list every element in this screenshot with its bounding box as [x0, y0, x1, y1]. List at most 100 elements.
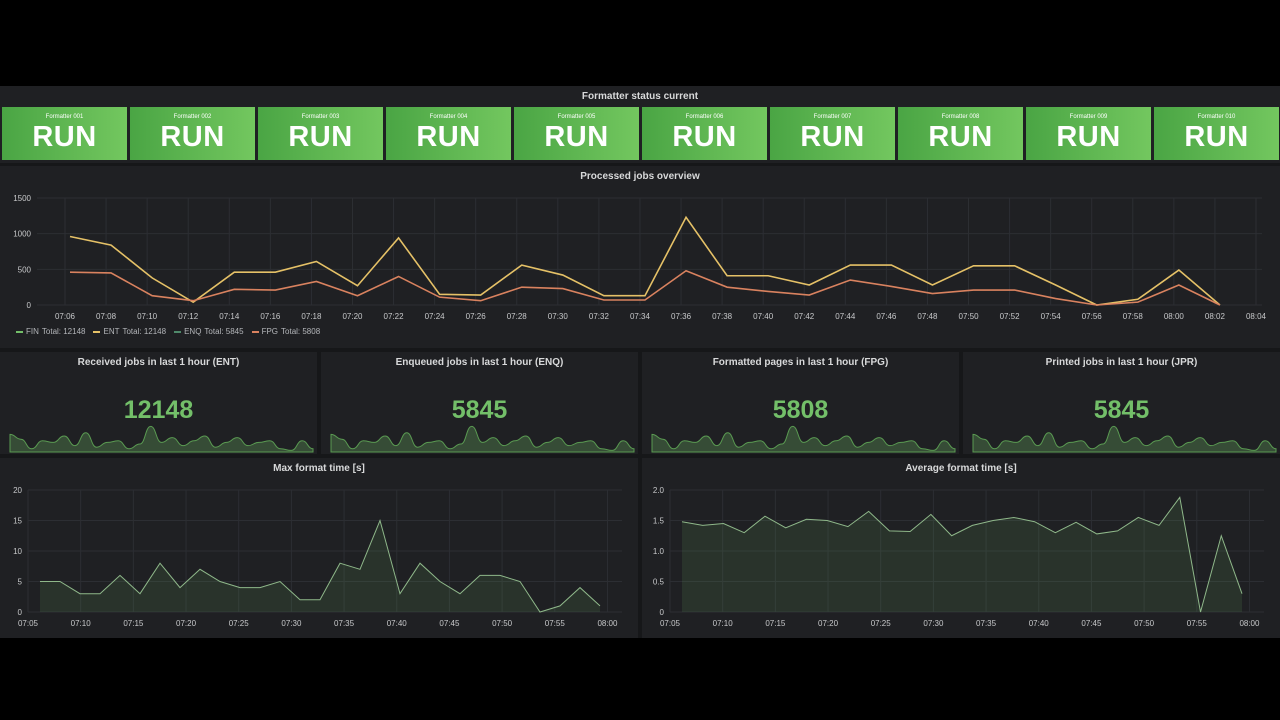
formatter-status-tile[interactable]: Formatter 007 RUN [770, 107, 895, 160]
y-tick-label: 15 [13, 517, 22, 526]
stat-panel: Enqueued jobs in last 1 hour (ENQ) 5845 [321, 352, 638, 454]
x-tick-label: 07:40 [753, 312, 774, 321]
processed-jobs-overview-panel: Processed jobs overview 0 500 1000 1500 07:0… [0, 166, 1280, 348]
formatter-status-tile[interactable]: Formatter 010 RUN [1154, 107, 1279, 160]
x-tick-label: 07:36 [671, 312, 692, 321]
x-tick-label: 07:55 [545, 619, 566, 628]
legend-total: Total: 5808 [281, 327, 321, 336]
formatter-status-tile[interactable]: Formatter 002 RUN [130, 107, 255, 160]
dashboard: Formatter status current Formatter 001 RU… [0, 86, 1280, 638]
legend-item-ent[interactable]: ENT Total: 12148 [93, 327, 166, 336]
x-tick-label: 07:26 [466, 312, 487, 321]
sparkline [972, 425, 1277, 453]
y-tick-label: 1.5 [653, 517, 665, 526]
formatter-status-tile[interactable]: Formatter 008 RUN [898, 107, 1023, 160]
formatter-name: Formatter 007 [813, 114, 852, 120]
sparkline [651, 425, 956, 453]
panel-title[interactable]: Max format time [s] [273, 463, 365, 474]
y-tick-label: 0 [660, 608, 665, 617]
formatter-status-tile[interactable]: Formatter 003 RUN [258, 107, 383, 160]
x-tick-label: 07:30 [923, 619, 944, 628]
stat-value: 12148 [123, 396, 194, 424]
formatter-status-value: RUN [1056, 121, 1121, 153]
panel-title[interactable]: Formatter status current [581, 91, 699, 102]
panel-title[interactable]: Printed jobs in last 1 hour (JPR) [1045, 357, 1198, 368]
y-tick-label: 1000 [13, 230, 31, 239]
y-tick-label: 1.0 [653, 547, 665, 556]
sparkline [9, 425, 314, 453]
legend-item-fin[interactable]: FIN Total: 12148 [16, 327, 85, 336]
panel-title[interactable]: Formatted pages in last 1 hour (FPG) [712, 357, 889, 368]
y-tick-label: 5 [18, 578, 23, 587]
x-tick-label: 07:30 [548, 312, 569, 321]
max-format-time-panel: Max format time [s] 0 5 10 15 20 07:05 07:10 07… [0, 458, 638, 638]
y-tick-label: 500 [18, 265, 32, 274]
y-tick-label: 1500 [13, 194, 31, 203]
legend-item-fpg[interactable]: FPG Total: 5808 [251, 327, 321, 336]
x-tick-label: 07:45 [1081, 619, 1102, 628]
x-tick-label: 07:06 [55, 312, 76, 321]
x-tick-label: 07:20 [342, 312, 363, 321]
sparkline-area [9, 425, 314, 453]
x-tick-label: 07:25 [871, 619, 892, 628]
formatter-name: Formatter 001 [45, 114, 84, 120]
area-line [681, 496, 1243, 613]
formatter-status-tile[interactable]: Formatter 004 RUN [386, 107, 511, 160]
formatter-status-value: RUN [928, 121, 993, 153]
formatter-status-tile[interactable]: Formatter 001 RUN [2, 107, 127, 160]
formatter-status-value: RUN [288, 121, 353, 153]
average-format-time-panel: Average format time [s] 0 0.5 1.0 1.5 2.0 07:… [642, 458, 1280, 638]
x-tick-label: 07:52 [1000, 312, 1021, 321]
formatter-status-tile[interactable]: Formatter 006 RUN [642, 107, 767, 160]
x-tick-label: 07:40 [1029, 619, 1050, 628]
y-tick-label: 0 [18, 608, 23, 617]
x-tick-label: 07:12 [178, 312, 199, 321]
x-tick-label: 07:28 [507, 312, 528, 321]
x-tick-label: 07:05 [660, 619, 681, 628]
legend-item-enq[interactable]: ENQ Total: 5845 [174, 327, 244, 336]
x-tick-label: 07:56 [1082, 312, 1103, 321]
stat-value: 5808 [772, 396, 829, 424]
panel-title[interactable]: Received jobs in last 1 hour (ENT) [77, 357, 240, 368]
x-tick-label: 07:30 [281, 619, 302, 628]
x-tick-label: 07:50 [1134, 619, 1155, 628]
legend-swatch [93, 330, 101, 333]
x-tick-label: 08:00 [597, 619, 618, 628]
y-tick-label: 0.5 [653, 578, 665, 587]
legend-swatch [251, 330, 259, 333]
stat-panel: Formatted pages in last 1 hour (FPG) 5808 [642, 352, 959, 454]
formatter-status-tile[interactable]: Formatter 009 RUN [1026, 107, 1151, 160]
legend-swatch [174, 330, 182, 333]
x-tick-label: 07:20 [818, 619, 839, 628]
formatter-name: Formatter 009 [1069, 114, 1108, 120]
x-tick-label: 07:34 [630, 312, 651, 321]
x-tick-label: 07:25 [229, 619, 250, 628]
x-tick-label: 07:22 [384, 312, 405, 321]
y-tick-label: 20 [13, 486, 22, 495]
panel-title[interactable]: Enqueued jobs in last 1 hour (ENQ) [395, 357, 564, 368]
legend-series-name: FPG [261, 327, 279, 336]
y-tick-label: 10 [13, 547, 22, 556]
series-line-ent [69, 215, 1221, 306]
panel-title[interactable]: Average format time [s] [905, 463, 1017, 474]
stat-panel: Printed jobs in last 1 hour (JPR) 5845 [963, 352, 1280, 454]
formatter-status-tile[interactable]: Formatter 005 RUN [514, 107, 639, 160]
legend-total: Total: 12148 [122, 327, 167, 336]
x-tick-label: 07:24 [425, 312, 446, 321]
legend-total: Total: 12148 [41, 327, 86, 336]
stat-panel: Received jobs in last 1 hour (ENT) 12148 [0, 352, 317, 454]
x-tick-label: 07:15 [765, 619, 786, 628]
sparkline-area [651, 425, 956, 453]
series-line-fpg [69, 269, 1221, 306]
x-tick-label: 07:16 [260, 312, 281, 321]
formatter-name: Formatter 006 [685, 114, 724, 120]
panel-title[interactable]: Processed jobs overview [580, 171, 700, 182]
x-tick-label: 07:15 [123, 619, 144, 628]
x-tick-label: 07:20 [176, 619, 197, 628]
formatter-status-panel: Formatter status current Formatter 001 RU… [0, 86, 1280, 163]
legend-swatch [16, 330, 23, 333]
legend-total: Total: 5845 [204, 327, 244, 336]
formatter-status-value: RUN [800, 121, 865, 153]
formatter-status-value: RUN [416, 121, 481, 153]
x-tick-label: 07:05 [18, 619, 39, 628]
